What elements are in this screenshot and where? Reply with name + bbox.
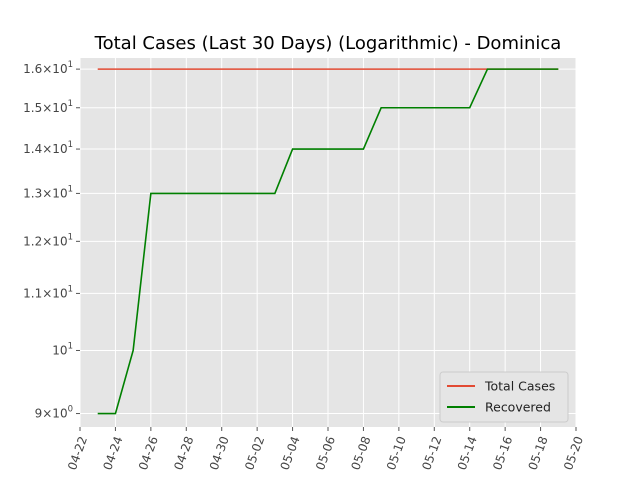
y-tick-label: 101 [52,341,73,357]
y-tick-times: ×10 [42,407,67,421]
y-tick-label: 1.5×101 [23,99,73,115]
y-tick-exponent: 0 [68,405,73,415]
y-tick-mantissa: 1.4 [23,142,42,156]
y-tick-mantissa: 9 [35,407,43,421]
y-tick-label: 1.1×101 [23,284,73,300]
y-tick-mantissa: 1.6 [23,62,42,76]
legend-label-recovered: Recovered [485,400,551,415]
y-tick-times: ×10 [42,101,67,115]
y-tick-exponent: 1 [68,341,73,351]
y-tick-mantissa: 1.1 [23,286,42,300]
legend: Total Cases Recovered [439,371,569,423]
y-tick-label: 1.3×101 [23,184,73,200]
y-tick-mantissa: 1.3 [23,186,42,200]
y-tick-label: 9×100 [35,405,73,421]
y-tick-exponent: 1 [68,99,73,109]
y-tick-times: ×10 [42,142,67,156]
series-layer [97,68,559,415]
y-tick-mantissa: 1.5 [23,101,42,115]
y-tick-label: 1.4×101 [23,140,73,156]
y-tick-label: 1.2×101 [23,232,73,248]
y-tick-times: ×10 [42,286,67,300]
series-line-recovered [97,68,559,415]
chart-title: Total Cases (Last 30 Days) (Logarithmic)… [94,33,562,54]
y-tick-exponent: 1 [68,284,73,294]
legend-label-total-cases: Total Cases [484,379,555,394]
y-tick-times: ×10 [42,186,67,200]
y-tick-times: ×10 [42,234,67,248]
y-axis: 9×1001011.1×1011.2×1011.3×1011.4×1011.5×… [23,60,80,421]
y-tick-times: ×10 [42,62,67,76]
legend-box [439,371,569,423]
y-tick-mantissa: 1.2 [23,234,42,248]
y-tick-mantissa: 10 [52,343,67,357]
y-tick-exponent: 1 [68,140,73,150]
y-tick-label: 1.6×101 [23,60,73,76]
y-tick-exponent: 1 [68,232,73,242]
y-tick-exponent: 1 [68,60,73,70]
y-tick-exponent: 1 [68,184,73,194]
